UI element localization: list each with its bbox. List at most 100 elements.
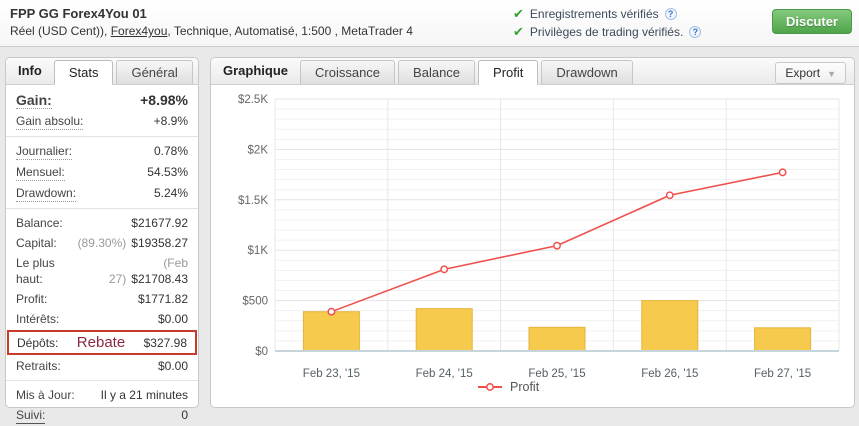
profit-chart: $0 $500 $1K $1.5K $2K $2.5K Feb 23, '15 Feb 24,… xyxy=(238,94,840,394)
stat-label-updated: Mis à Jour: xyxy=(16,388,75,402)
stat-label-equity: Capital: xyxy=(16,236,57,250)
stat-row-deposits-annotated: Dépôts: Rebate $327.98 xyxy=(7,330,197,355)
tracking-link[interactable]: Suivi: xyxy=(16,408,46,424)
account-title: FPP GG Forex4You 01 xyxy=(10,6,147,21)
stat-row-updated: Mis à Jour: Il y a 21 minutes xyxy=(6,385,198,405)
stat-value-equity: $19358.27 xyxy=(131,236,188,250)
account-title-block: FPP GG Forex4You 01 Réel (USD Cent)), Fo… xyxy=(10,5,413,40)
check-icon: ✔ xyxy=(513,24,524,39)
tab-general[interactable]: Général xyxy=(116,60,193,84)
legend-label: Profit xyxy=(510,380,540,394)
stat-row-monthly: Mensuel: 54.53% xyxy=(6,162,198,183)
profit-bar xyxy=(754,327,812,352)
page-header: FPP GG Forex4You 01 Réel (USD Cent)), Fo… xyxy=(0,0,859,47)
tab-balance[interactable]: Balance xyxy=(398,60,476,84)
verification-row-privileges: ✔ Privilèges de trading vérifiés. ? xyxy=(513,23,702,41)
profit-bar xyxy=(415,308,473,352)
stat-label-daily: Journalier: xyxy=(16,144,73,160)
stat-label-interest: Intérêts: xyxy=(16,312,60,326)
verification-row-records: ✔ Enregistrements vérifiés ? xyxy=(513,5,701,23)
help-icon[interactable]: ? xyxy=(689,26,702,38)
rebate-annotation: Rebate xyxy=(76,334,126,351)
sidebar-tabbar: Info Stats Général xyxy=(6,58,198,85)
account-subtitle: Réel (USD Cent)), Forex4you, Technique, … xyxy=(10,23,413,40)
profit-bar xyxy=(641,300,699,352)
stat-label-balance: Balance: xyxy=(16,216,63,230)
profit-line-marker xyxy=(440,265,449,274)
stat-label-highest: Le plus haut: xyxy=(16,256,55,286)
y-axis-tick-label: $1K xyxy=(248,245,269,257)
chevron-down-icon: ▼ xyxy=(827,69,836,79)
stat-row-daily: Journalier: 0.78% xyxy=(6,141,198,162)
y-axis-tick-label: $2.5K xyxy=(238,94,268,106)
stat-label-abs-gain: Gain absolu: xyxy=(16,114,84,130)
x-axis-tick-label: Feb 25, '15 xyxy=(528,368,585,380)
verification-label: Privilèges de trading vérifiés. xyxy=(529,25,684,39)
verification-label: Enregistrements vérifiés xyxy=(529,7,659,21)
x-axis-tick-label: Feb 26, '15 xyxy=(641,368,698,380)
stat-row-interest: Intérêts: $0.00 xyxy=(6,309,198,329)
profit-bar xyxy=(528,326,586,352)
profit-line-marker xyxy=(553,241,561,250)
stat-label-monthly: Mensuel: xyxy=(16,165,65,181)
stat-row-tracking: Suivi: 0 xyxy=(6,405,198,426)
broker-link[interactable]: Forex4you xyxy=(110,24,168,38)
stats-sidebar: Info Stats Général Gain: +8.98% Gain abs… xyxy=(5,57,199,424)
stat-value-profit: $1771.82 xyxy=(137,292,188,306)
divider xyxy=(6,380,198,381)
legend-marker xyxy=(486,383,494,391)
tab-profit[interactable]: Profit xyxy=(478,60,539,85)
stat-value-tracking: 0 xyxy=(181,408,188,422)
stat-value-withdrawals: $0.00 xyxy=(157,359,188,373)
account-subtitle-prefix: Réel (USD Cent)), xyxy=(10,24,111,38)
discuss-button[interactable]: Discuter xyxy=(771,9,852,34)
stat-row-gain: Gain: +8.98% xyxy=(6,85,198,111)
profit-line-marker xyxy=(665,191,674,200)
stat-value-drawdown: 5.24% xyxy=(153,186,188,200)
profit-bar xyxy=(302,311,360,352)
stat-value-updated: Il y a 21 minutes xyxy=(100,388,188,402)
y-axis-tick-label: $1.5K xyxy=(238,195,268,207)
chart-tabbar: Graphique Croissance Balance Profit Draw… xyxy=(211,58,854,85)
stat-row-drawdown: Drawdown: 5.24% xyxy=(6,183,198,204)
profit-line-marker xyxy=(778,168,787,177)
stat-note-highest: (Feb 27) xyxy=(108,256,188,286)
stat-label-profit: Profit: xyxy=(16,292,48,306)
stat-value-gain: +8.98% xyxy=(140,92,188,108)
x-axis-tick-label: Feb 23, '15 xyxy=(303,368,360,380)
stat-value-monthly: 54.53% xyxy=(147,165,188,179)
stat-row-highest: Le plus haut: (Feb 27) $21708.43 xyxy=(6,253,198,289)
tab-stats[interactable]: Stats xyxy=(53,60,114,85)
stat-row-abs-gain: Gain absolu: +8.9% xyxy=(6,111,198,132)
stat-value-highest: $21708.43 xyxy=(131,272,188,286)
chart-panel: Graphique Croissance Balance Profit Draw… xyxy=(210,57,855,408)
stat-value-abs-gain: +8.9% xyxy=(153,114,188,128)
stat-row-balance: Balance: $21677.92 xyxy=(6,213,198,233)
help-icon[interactable]: ? xyxy=(664,8,677,20)
stat-label-gain: Gain: xyxy=(16,92,52,109)
stat-label-withdrawals: Retraits: xyxy=(16,359,61,373)
export-button[interactable]: Export ▼ xyxy=(775,62,846,84)
stat-label-drawdown: Drawdown: xyxy=(16,186,77,202)
account-subtitle-suffix: , Technique, Automatisé, 1:500 , MetaTra… xyxy=(167,24,413,38)
profit-chart-area: $0 $500 $1K $1.5K $2K $2.5K Feb 23, '15 Feb 24,… xyxy=(211,85,854,407)
chart-panel-title: Graphique xyxy=(223,63,289,78)
tab-croissance[interactable]: Croissance xyxy=(300,60,396,84)
stat-note-equity: (89.30%) xyxy=(77,236,127,250)
x-axis-tick-label: Feb 27, '15 xyxy=(754,368,811,380)
divider xyxy=(6,208,198,209)
check-icon: ✔ xyxy=(513,6,524,21)
tab-drawdown[interactable]: Drawdown xyxy=(541,60,633,84)
tab-info[interactable]: Info xyxy=(18,63,42,78)
stat-value-deposits: $327.98 xyxy=(143,335,187,350)
y-axis-tick-label: $0 xyxy=(255,346,268,358)
stat-row-equity: Capital: (89.30%) $19358.27 xyxy=(6,233,198,253)
y-axis-tick-label: $2K xyxy=(248,144,269,156)
x-axis-tick-label: Feb 24, '15 xyxy=(416,368,473,380)
stat-value-balance: $21677.92 xyxy=(131,216,188,230)
verification-block: ✔ Enregistrements vérifiés ? ✔ Privilège… xyxy=(513,5,702,41)
stat-value-daily: 0.78% xyxy=(153,144,188,158)
divider xyxy=(6,136,198,137)
export-label: Export xyxy=(785,66,821,80)
stat-value-interest: $0.00 xyxy=(157,312,188,326)
